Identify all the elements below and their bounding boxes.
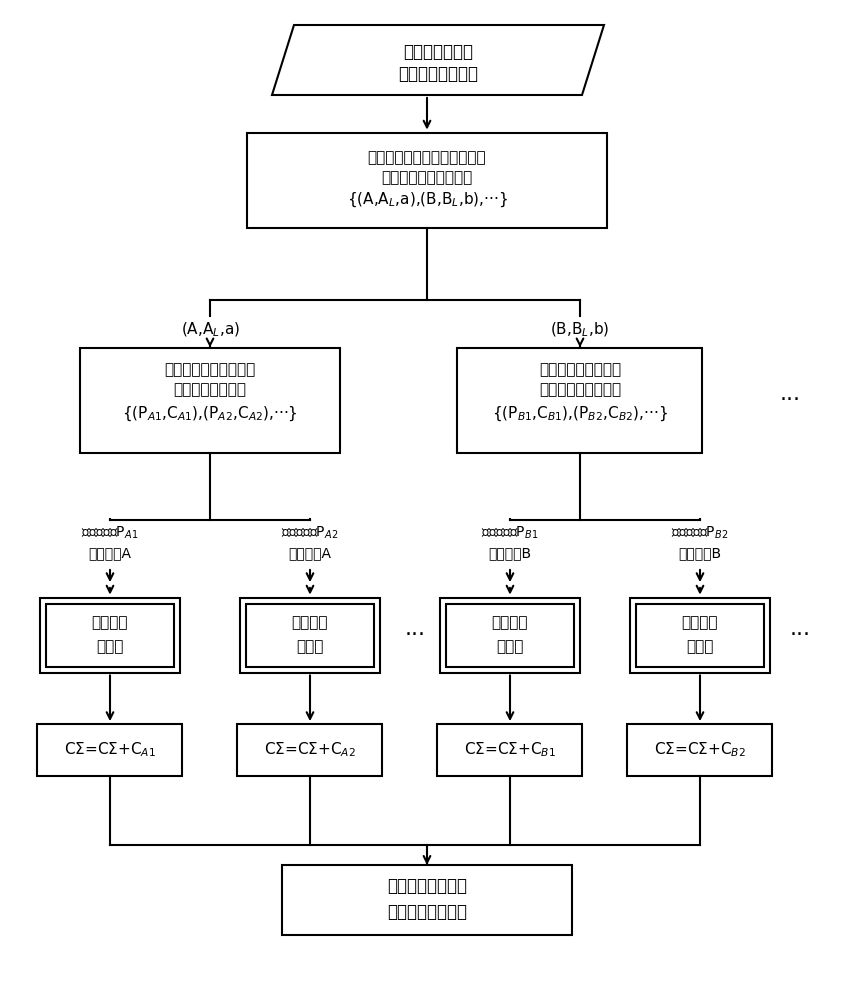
Bar bbox=[437, 724, 582, 776]
Text: 一级馈线: 一级馈线 bbox=[91, 615, 128, 630]
Text: 可增加支援的能力的操: 可增加支援的能力的操 bbox=[164, 362, 255, 377]
Text: CΣ=CΣ+C$_{B1}$: CΣ=CΣ+C$_{B1}$ bbox=[463, 741, 555, 759]
Bar bbox=[40, 597, 180, 672]
Text: 操作及其对应的代价: 操作及其对应的代价 bbox=[538, 382, 620, 397]
Text: {(P$_{A1}$,C$_{A1}$),(P$_{A2}$,C$_{A2}$),···}: {(P$_{A1}$,C$_{A1}$),(P$_{A2}$,C$_{A2}$)… bbox=[122, 405, 298, 423]
Text: 的实时等效源点表: 的实时等效源点表 bbox=[386, 903, 467, 921]
Text: 对实施操作P$_{A1}$: 对实施操作P$_{A1}$ bbox=[81, 525, 138, 541]
Bar bbox=[80, 348, 339, 452]
Text: CΣ=CΣ+C$_{B2}$: CΣ=CΣ+C$_{B2}$ bbox=[653, 741, 745, 759]
Bar bbox=[38, 724, 183, 776]
Text: 对实施操作P$_{A2}$: 对实施操作P$_{A2}$ bbox=[281, 525, 339, 541]
Text: 一、二级馈线数据: 一、二级馈线数据 bbox=[397, 65, 478, 83]
Bar bbox=[281, 865, 572, 935]
Text: ···: ··· bbox=[779, 390, 799, 410]
Text: 后的馈线B: 后的馈线B bbox=[677, 546, 721, 560]
Text: 生成含有对应代价: 生成含有对应代价 bbox=[386, 877, 467, 895]
Text: 支路对应二级馈线集：: 支路对应二级馈线集： bbox=[381, 171, 472, 186]
Text: CΣ=CΣ+C$_{A2}$: CΣ=CΣ+C$_{A2}$ bbox=[264, 741, 356, 759]
Bar bbox=[46, 603, 174, 666]
Text: 子程序: 子程序 bbox=[496, 640, 523, 654]
Text: 子程序: 子程序 bbox=[296, 640, 323, 654]
Bar bbox=[240, 597, 380, 672]
Text: (A,A$_L$,a): (A,A$_L$,a) bbox=[180, 321, 239, 339]
Bar bbox=[635, 603, 763, 666]
Text: {(P$_{B1}$,C$_{B1}$),(P$_{B2}$,C$_{B2}$),···}: {(P$_{B1}$,C$_{B1}$),(P$_{B2}$,C$_{B2}$)… bbox=[491, 405, 667, 423]
Bar bbox=[445, 603, 573, 666]
Bar bbox=[237, 724, 382, 776]
Text: 后的馈线A: 后的馈线A bbox=[89, 546, 131, 560]
Text: CΣ=CΣ+C$_{A1}$: CΣ=CΣ+C$_{A1}$ bbox=[64, 741, 156, 759]
Bar bbox=[247, 133, 606, 228]
Text: 作及其对应的代价: 作及其对应的代价 bbox=[173, 382, 247, 397]
Text: 对实施操作P$_{B1}$: 对实施操作P$_{B1}$ bbox=[481, 525, 538, 541]
Text: 子程序: 子程序 bbox=[686, 640, 713, 654]
Text: 可增加支援的能力的: 可增加支援的能力的 bbox=[538, 362, 620, 377]
Text: {(A,A$_L$,a),(B,B$_L$,b),···}: {(A,A$_L$,a),(B,B$_L$,b),···} bbox=[346, 191, 507, 209]
Text: 对实施操作P$_{B2}$: 对实施操作P$_{B2}$ bbox=[670, 525, 728, 541]
Text: 一级馈线: 一级馈线 bbox=[681, 615, 717, 630]
Text: ···: ··· bbox=[404, 625, 425, 645]
Text: 后的馈线B: 后的馈线B bbox=[488, 546, 531, 560]
Bar bbox=[457, 348, 702, 452]
Polygon shape bbox=[272, 25, 603, 95]
Bar bbox=[439, 597, 579, 672]
Text: 子程序: 子程序 bbox=[96, 640, 124, 654]
Text: (B,B$_L$,b): (B,B$_L$,b) bbox=[549, 321, 609, 339]
Text: 后的馈线A: 后的馈线A bbox=[288, 546, 331, 560]
Text: 构建一级馈线、其支路及与该: 构建一级馈线、其支路及与该 bbox=[368, 151, 485, 166]
Text: 读取失电区域的: 读取失电区域的 bbox=[403, 43, 473, 61]
Bar bbox=[627, 724, 772, 776]
Bar bbox=[246, 603, 374, 666]
Text: ···: ··· bbox=[788, 625, 809, 645]
Text: 一级馈线: 一级馈线 bbox=[491, 615, 528, 630]
Text: 一级馈线: 一级馈线 bbox=[292, 615, 328, 630]
Bar bbox=[630, 597, 769, 672]
